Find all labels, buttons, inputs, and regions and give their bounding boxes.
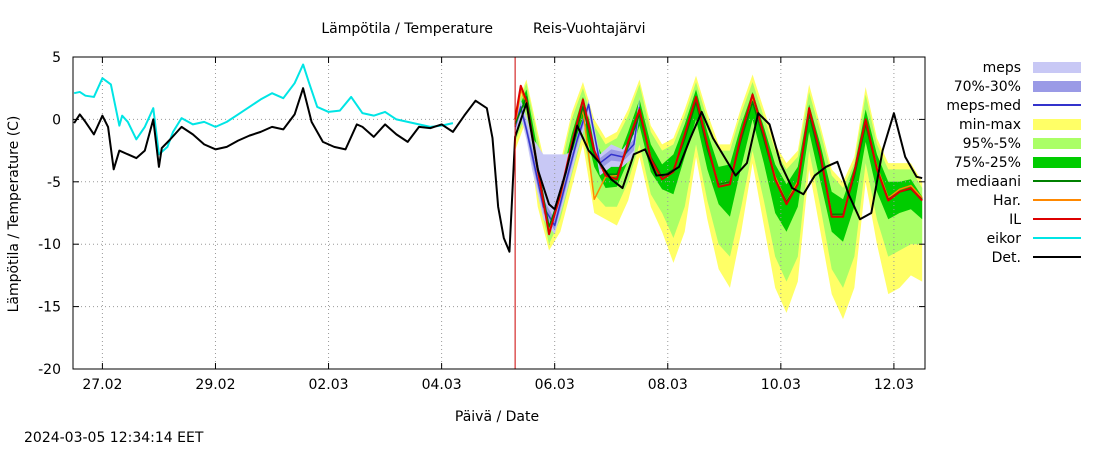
series-line-det <box>73 87 923 253</box>
y-axis-label: Lämpötila / Temperature (C) <box>6 116 22 313</box>
grid <box>73 57 925 369</box>
x-tick-label: 02.03 <box>308 377 348 393</box>
band-meps <box>515 96 640 235</box>
y-tick-label: 5 <box>52 50 61 66</box>
forecast-bands <box>515 74 923 320</box>
legend-swatch-p95-5 <box>1033 138 1081 149</box>
legend: meps 70%-30% meps-med min-max 95%-5% 75%-25% m… <box>946 60 1081 266</box>
y-tick-label: -15 <box>38 300 61 316</box>
legend-swatch-p75-25 <box>1033 157 1081 168</box>
band-p75-25 <box>515 89 923 242</box>
legend-label-eikor: eikor <box>987 231 1022 247</box>
legend-swatch-meps <box>1033 62 1081 73</box>
x-tick-label: 12.03 <box>874 377 914 393</box>
legend-swatch-p70-30 <box>1033 81 1081 92</box>
y-tick-label: -10 <box>38 237 61 253</box>
series-line-meps-med <box>514 103 641 227</box>
chart-title: Lämpötila / Temperature <box>321 21 493 37</box>
plot-frame <box>72 56 926 370</box>
y-tick-label: 0 <box>52 112 61 128</box>
legend-label-mediaani: mediaani <box>956 174 1021 190</box>
series-lines <box>73 57 923 369</box>
y-tick-label: -5 <box>47 175 61 191</box>
generated-timestamp: 2024-03-05 12:34:14 EET <box>24 430 204 446</box>
axes <box>72 56 926 370</box>
y-tick-label: -20 <box>38 362 61 378</box>
x-tick-label: 10.03 <box>761 377 801 393</box>
legend-label-meps-med: meps-med <box>946 98 1021 114</box>
legend-label-p70-30: 70%-30% <box>954 79 1021 95</box>
y-tick-labels: 5 0 -5 -10 -15 -20 <box>38 50 61 378</box>
x-axis-label: Päivä / Date <box>455 409 539 425</box>
legend-label-har: Har. <box>993 193 1021 209</box>
legend-label-il: IL <box>1009 212 1021 228</box>
x-tick-labels: 27.02 29.02 02.03 04.03 06.03 08.03 10.03 12.03 <box>82 377 914 393</box>
legend-label-min-max: min-max <box>959 117 1021 133</box>
x-tick-label: 29.02 <box>195 377 235 393</box>
legend-label-p95-5: 95%-5% <box>963 136 1021 152</box>
chart-subtitle: Reis-Vuohtajärvi <box>533 21 646 37</box>
legend-label-meps: meps <box>983 60 1021 76</box>
legend-swatch-min-max <box>1033 119 1081 130</box>
x-tick-label: 04.03 <box>422 377 462 393</box>
x-tick-label: 06.03 <box>535 377 575 393</box>
legend-label-det: Det. <box>992 250 1021 266</box>
series-line-eikor <box>73 63 454 156</box>
x-tick-label: 08.03 <box>648 377 688 393</box>
x-tick-label: 27.02 <box>82 377 122 393</box>
legend-label-p75-25: 75%-25% <box>954 155 1021 171</box>
